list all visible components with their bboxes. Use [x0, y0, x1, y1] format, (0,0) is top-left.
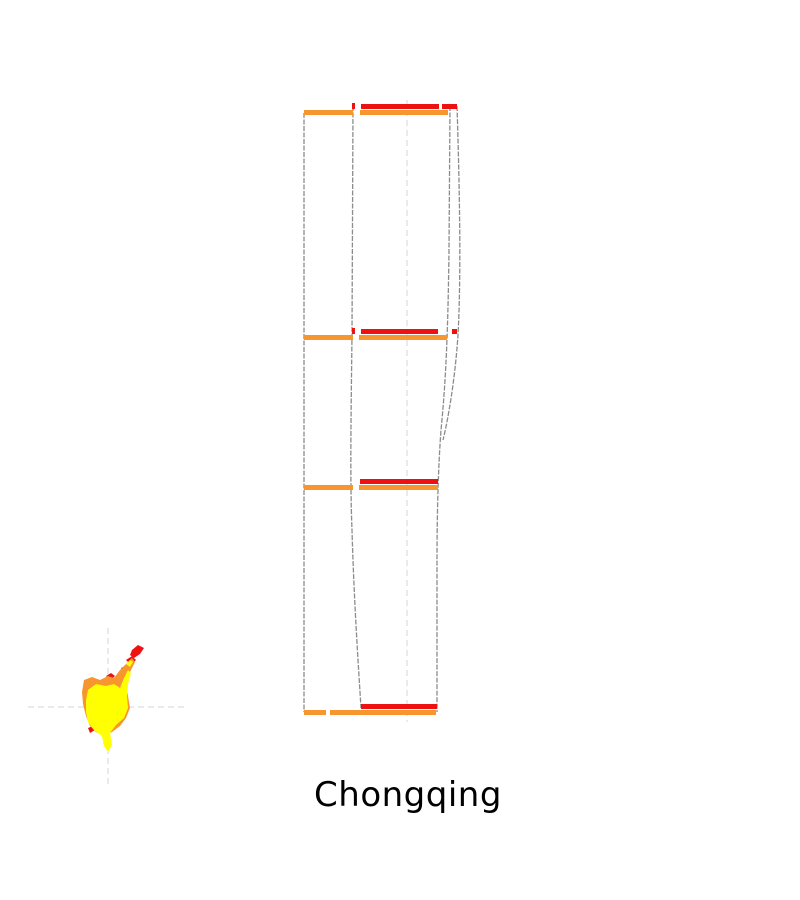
level-1-orange-bar — [304, 110, 353, 115]
locator-yellow-core — [86, 670, 131, 752]
level-2-red-tick — [352, 328, 355, 334]
level-3 — [304, 479, 438, 490]
level-4 — [304, 704, 437, 715]
level-4-orange-bar-left — [304, 710, 326, 715]
level-2-orange-bar-main — [359, 335, 447, 340]
level-2-red-bar — [361, 329, 438, 334]
level-2-red-bar-right — [452, 329, 457, 334]
frame-lines — [303, 105, 461, 712]
frame-outer-right-line — [442, 105, 461, 441]
level-2-orange-bar — [304, 335, 353, 340]
level-1-red-bar — [361, 104, 439, 109]
level-3-orange-bar — [304, 485, 353, 490]
level-1-red-bar-right — [442, 104, 457, 109]
frame-inner-right-line — [436, 105, 451, 712]
level-1 — [304, 103, 457, 115]
level-4-red-bar — [361, 704, 437, 709]
level-2 — [304, 328, 457, 340]
frame-inner-left-line — [350, 105, 362, 709]
level-1-red-tick — [352, 103, 355, 109]
city-name-label: Chongqing — [314, 775, 502, 815]
locator-yellow-tip — [126, 660, 133, 667]
level-4-orange-bar-main — [330, 710, 436, 715]
level-3-orange-bar-main — [359, 485, 438, 490]
level-1-orange-bar-main — [360, 110, 448, 115]
locator-map — [28, 628, 188, 788]
level-3-red-bar — [360, 479, 438, 484]
